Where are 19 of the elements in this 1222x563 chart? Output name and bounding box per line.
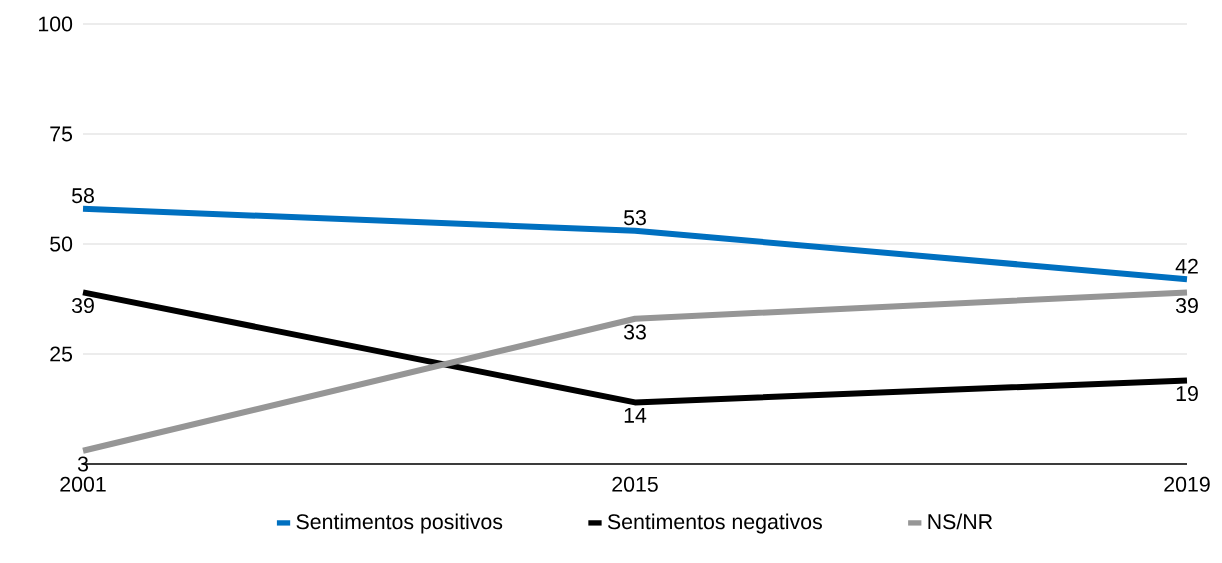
data-label: 19 xyxy=(1176,385,1198,402)
legend-label: NS/NR xyxy=(928,513,993,530)
y-tick-label: 75 xyxy=(50,126,73,142)
x-tick-label: 2015 xyxy=(612,476,658,492)
data-label: 42 xyxy=(1175,258,1198,274)
legend-label: Sentimentos positivos xyxy=(296,513,503,534)
y-tick-label: 100 xyxy=(39,16,73,32)
x-tick-label: 2001 xyxy=(60,476,106,492)
data-label: 53 xyxy=(624,210,646,226)
data-label: 33 xyxy=(623,324,646,340)
y-tick-label: 25 xyxy=(50,346,73,362)
data-label: 39 xyxy=(1175,297,1198,314)
data-label: 3 xyxy=(77,456,88,472)
data-label: 39 xyxy=(71,297,94,314)
y-tick-label: 50 xyxy=(50,236,73,252)
x-tick-label: 2019 xyxy=(1164,476,1210,492)
data-label: 14 xyxy=(624,407,647,423)
data-label: 58 xyxy=(72,188,94,204)
legend-label: Sentimentos negativos xyxy=(607,513,822,534)
